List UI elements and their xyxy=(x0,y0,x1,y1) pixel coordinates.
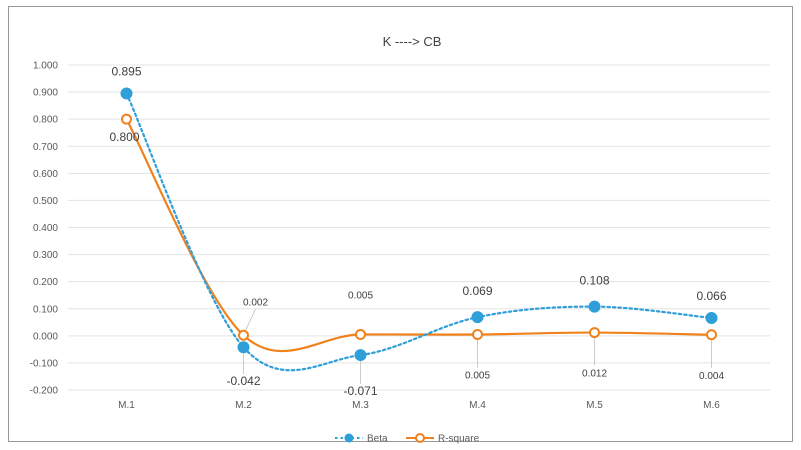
beta-point xyxy=(588,300,601,313)
x-tick-label: M.6 xyxy=(703,400,720,411)
y-tick-label: 0.400 xyxy=(33,223,58,234)
r-square-data-label: 0.004 xyxy=(699,371,724,382)
legend-r-square-label: R-square xyxy=(438,434,480,445)
x-tick-label: M.5 xyxy=(586,400,603,411)
r-square-series-line xyxy=(125,118,713,353)
r-square-point xyxy=(121,113,132,125)
beta-point xyxy=(120,87,133,100)
beta-point xyxy=(354,349,367,362)
legend: Beta R-square xyxy=(335,433,480,445)
series-points xyxy=(120,87,718,362)
legend-beta-label: Beta xyxy=(367,434,388,445)
beta-data-label: 0.066 xyxy=(696,289,726,303)
grid-lines xyxy=(68,64,770,391)
x-tick-label: M.3 xyxy=(352,400,369,411)
y-tick-label: 0.500 xyxy=(33,196,58,207)
r-square-point xyxy=(472,328,483,340)
beta-data-label: 0.108 xyxy=(579,274,609,288)
beta-point xyxy=(237,341,250,354)
y-tick-label: 0.100 xyxy=(33,304,58,315)
chart-frame xyxy=(8,6,793,442)
r-square-data-label: 0.012 xyxy=(582,369,607,380)
x-tick-label: M.1 xyxy=(118,400,135,411)
y-axis-ticks: 1.000 0.900 0.800 0.700 0.600 0.500 0.400 0.300… xyxy=(30,61,59,397)
beta-data-label: 0.069 xyxy=(462,284,492,298)
x-tick-label: M.2 xyxy=(235,400,252,411)
x-tick-label: M.4 xyxy=(469,400,486,411)
r-square-point xyxy=(238,329,249,341)
y-tick-label: 0.700 xyxy=(33,142,58,153)
beta-data-label: -0.042 xyxy=(226,374,260,388)
label-leader-lines xyxy=(243,309,712,385)
r-square-data-label: 0.005 xyxy=(348,290,373,301)
y-tick-label: -0.200 xyxy=(30,386,59,397)
y-tick-label: 0.300 xyxy=(33,250,58,261)
label-leader-line xyxy=(245,309,256,331)
beta-data-label: -0.071 xyxy=(343,384,377,398)
y-tick-label: 0.800 xyxy=(33,115,58,126)
y-tick-label: -0.100 xyxy=(30,358,59,369)
x-axis-ticks: M.1 M.2 M.3 M.4 M.5 M.6 xyxy=(118,400,720,411)
r-square-data-label: 0.800 xyxy=(109,130,139,144)
r-square-point xyxy=(706,329,717,341)
beta-series-line xyxy=(125,92,713,372)
r-square-point xyxy=(355,328,366,340)
beta-point xyxy=(705,311,718,324)
legend-beta-marker xyxy=(344,433,354,443)
beta-data-label: 0.895 xyxy=(111,64,141,78)
y-tick-label: 0.000 xyxy=(33,331,58,342)
y-tick-label: 0.900 xyxy=(33,88,58,99)
y-tick-label: 1.000 xyxy=(33,61,58,72)
chart-title: K ----> CB xyxy=(383,34,442,49)
data-labels: 0.895 -0.042 -0.071 0.069 0.108 0.066 0.800 0.0… xyxy=(109,64,726,398)
r-square-data-label: 0.005 xyxy=(465,370,490,381)
r-square-data-label: 0.002 xyxy=(243,297,268,308)
series-lines xyxy=(125,92,713,372)
y-tick-label: 0.600 xyxy=(33,169,58,180)
legend-r-square-marker xyxy=(415,433,425,443)
r-square-point xyxy=(589,327,600,339)
beta-point xyxy=(471,311,484,324)
y-tick-label: 0.200 xyxy=(33,277,58,288)
